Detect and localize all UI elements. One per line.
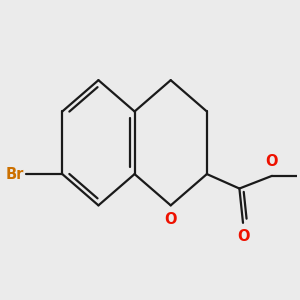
Text: Br: Br — [6, 167, 24, 182]
Text: O: O — [237, 230, 249, 244]
Text: O: O — [266, 154, 278, 169]
Text: O: O — [164, 212, 177, 227]
